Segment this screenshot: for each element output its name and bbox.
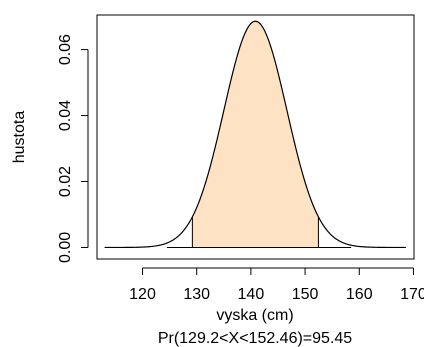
x-tick-label: 160 [346,286,373,303]
x-tick-label: 130 [183,286,210,303]
chart-subtitle: Pr(129.2<X<152.46)=95.45 [158,330,352,347]
y-axis: 0.00 0.02 0.04 0.06 [57,34,89,263]
y-tick-label: 0.06 [57,34,74,65]
x-axis-label: vyska (cm) [216,307,293,324]
density-curve [104,20,406,249]
shaded-area [192,21,319,248]
y-tick-label: 0.04 [57,100,74,131]
x-tick-label: 140 [238,286,265,303]
curve-layer [104,20,406,249]
x-axis: 120 130 140 150 160 170 [129,267,424,303]
x-tick-label: 120 [129,286,156,303]
x-tick-label: 170 [400,286,424,303]
y-tick-label: 0.02 [57,166,74,197]
plot-box [96,14,415,260]
shaded-region-layer [191,21,319,248]
y-axis-label: hustota [11,111,28,164]
x-tick-label: 150 [292,286,319,303]
y-tick-label: 0.00 [57,232,74,263]
